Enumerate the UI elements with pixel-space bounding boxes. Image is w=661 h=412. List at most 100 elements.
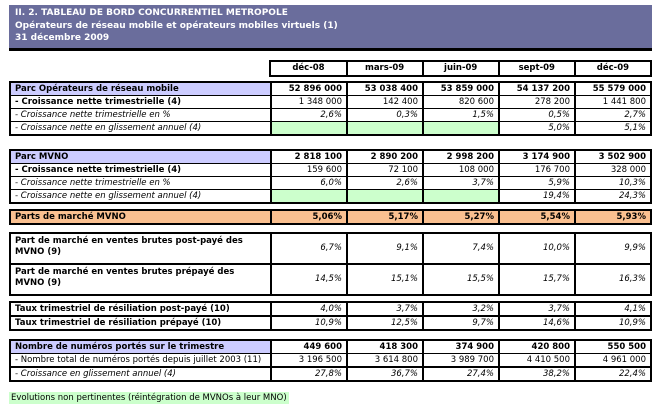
value-cell: 54 137 200 — [498, 81, 576, 96]
value-cell: 27,8% — [270, 365, 348, 381]
value-cell: 22,4% — [574, 365, 652, 381]
report-title: II. 2. TABLEAU DE BORD CONCURRENTIEL MET… — [15, 8, 288, 18]
table-row: - Croissance nette trimestrielle en % 2,6… — [9, 107, 652, 122]
row-label: - Croissance nette trimestrielle en % — [9, 107, 272, 122]
value-cell: 3 174 900 — [498, 149, 576, 164]
value-cell: 5,54% — [498, 209, 576, 224]
value-cell — [270, 188, 348, 203]
row-label: Parc Opérateurs de réseau mobile — [9, 81, 272, 96]
value-cell: 19,4% — [498, 188, 576, 203]
value-cell: 12,5% — [346, 314, 424, 330]
value-cell: 4 961 000 — [574, 352, 652, 367]
value-cell: 14,5% — [270, 262, 348, 295]
row-label: - Nombre total de numéros portés depuis … — [9, 352, 272, 367]
value-cell: 1 348 000 — [270, 94, 348, 109]
value-cell: 550 500 — [574, 339, 652, 354]
value-cell: 5,1% — [574, 120, 652, 135]
column-header: sept-09 — [497, 59, 576, 77]
table-row: Parts de marché MVNO 5,06% 5,17% 5,27% 5,54%… — [9, 209, 652, 224]
table-row: - Croissance nette trimestrielle (4) 1 34… — [9, 94, 652, 109]
row-label: Part de marché en ventes brutes post-pay… — [9, 232, 272, 264]
value-cell: 5,27% — [422, 209, 500, 224]
value-cell: 10,3% — [574, 175, 652, 190]
row-label: Taux trimestriel de résiliation prépayé … — [9, 314, 272, 330]
value-cell: 2,6% — [346, 175, 424, 190]
value-cell: 0,3% — [346, 107, 424, 122]
value-cell: 52 896 000 — [270, 81, 348, 96]
row-label: Part de marché en ventes brutes prépayé … — [9, 262, 272, 295]
value-cell: 15,1% — [346, 262, 424, 295]
value-cell: 27,4% — [422, 365, 500, 381]
table-row: - Croissance nette en glissement annuel … — [9, 120, 652, 135]
value-cell: 15,5% — [422, 262, 500, 295]
row-label: Nombre de numéros portés sur le trimestr… — [9, 339, 272, 354]
value-cell: 14,6% — [498, 314, 576, 330]
table-row: Parc Opérateurs de réseau mobile 52 896 0… — [9, 81, 652, 96]
footnote: Evolutions non pertinentes (réintégratio… — [9, 391, 661, 404]
value-cell: 10,0% — [498, 232, 576, 264]
row-label: Parc MVNO — [9, 149, 272, 164]
table-row: - Nombre total de numéros portés depuis … — [9, 352, 652, 367]
value-cell: 4 410 500 — [498, 352, 576, 367]
table-row: - Croissance nette trimestrielle (4) 159 … — [9, 162, 652, 177]
table-row: - Croissance nette trimestrielle en % 6,0… — [9, 175, 652, 190]
value-cell — [422, 188, 500, 203]
value-cell: 10,9% — [574, 314, 652, 330]
value-cell: 10,9% — [270, 314, 348, 330]
value-cell: 2,7% — [574, 107, 652, 122]
table-block: Parts de marché MVNO 5,06% 5,17% 5,27% 5,54%… — [9, 208, 652, 225]
row-label: - Croissance nette trimestrielle en % — [9, 175, 272, 190]
value-cell: 0,5% — [498, 107, 576, 122]
value-cell: 53 038 400 — [346, 81, 424, 96]
value-cell: 2 998 200 — [422, 149, 500, 164]
table-row: Part de marché en ventes brutes post-pay… — [9, 232, 652, 264]
value-cell: 449 600 — [270, 339, 348, 354]
table-row: Taux trimestriel de résiliation prépayé … — [9, 314, 652, 330]
column-header: mars-09 — [345, 59, 424, 77]
dashboard-table: déc-08 mars-09 juin-09 sept-09 déc-09 Parc Op… — [0, 59, 661, 382]
value-cell: 278 200 — [498, 94, 576, 109]
table-block: Nombre de numéros portés sur le trimestr… — [9, 338, 652, 382]
value-cell: 176 700 — [498, 162, 576, 177]
value-cell: 3,2% — [422, 301, 500, 316]
value-cell — [270, 120, 348, 135]
row-label: - Croissance nette en glissement annuel … — [9, 120, 272, 135]
value-cell: 374 900 — [422, 339, 500, 354]
value-cell: 820 600 — [422, 94, 500, 109]
row-label: - Croissance nette trimestrielle (4) — [9, 94, 272, 109]
value-cell: 3 196 500 — [270, 352, 348, 367]
value-cell: 108 000 — [422, 162, 500, 177]
value-cell: 420 800 — [498, 339, 576, 354]
value-cell: 5,06% — [270, 209, 348, 224]
value-cell: 3,7% — [498, 301, 576, 316]
value-cell: 3 502 900 — [574, 149, 652, 164]
table-row: Parc MVNO 2 818 100 2 890 200 2 998 200 3 17… — [9, 149, 652, 164]
row-label: Parts de marché MVNO — [9, 209, 272, 224]
column-header: déc-09 — [573, 59, 653, 77]
value-cell: 6,0% — [270, 175, 348, 190]
value-cell: 1,5% — [422, 107, 500, 122]
value-cell: 3,7% — [422, 175, 500, 190]
report-date: 31 décembre 2009 — [15, 33, 110, 43]
value-cell: 5,9% — [498, 175, 576, 190]
value-cell: 2 818 100 — [270, 149, 348, 164]
value-cell: 36,7% — [346, 365, 424, 381]
value-cell: 5,0% — [498, 120, 576, 135]
column-header-row: déc-08 mars-09 juin-09 sept-09 déc-09 — [9, 59, 653, 77]
spacer-cell — [9, 61, 270, 76]
table-row: Part de marché en ventes brutes prépayé … — [9, 262, 652, 295]
row-label: - Croissance nette trimestrielle (4) — [9, 162, 272, 177]
value-cell: 418 300 — [346, 339, 424, 354]
value-cell: 4,1% — [574, 301, 652, 316]
value-cell: 5,93% — [574, 209, 652, 224]
value-cell: 72 100 — [346, 162, 424, 177]
value-cell — [346, 188, 424, 203]
table-block: Taux trimestriel de résiliation post-pay… — [9, 300, 652, 331]
value-cell: 15,7% — [498, 262, 576, 295]
column-header: juin-09 — [421, 59, 500, 77]
row-label: - Croissance nette en glissement annuel … — [9, 188, 272, 203]
value-cell — [346, 120, 424, 135]
row-label: Taux trimestriel de résiliation post-pay… — [9, 301, 272, 316]
value-cell: 9,9% — [574, 232, 652, 264]
value-cell: 328 000 — [574, 162, 652, 177]
